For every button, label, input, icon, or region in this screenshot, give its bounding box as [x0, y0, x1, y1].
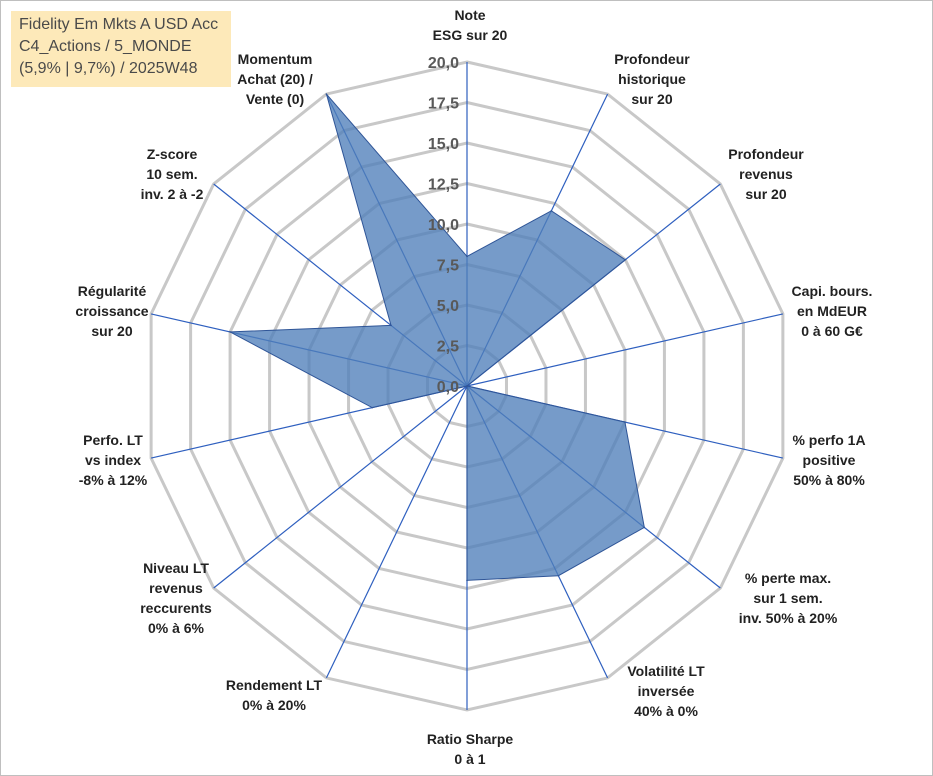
axis-label-0-line-1: ESG sur 20 — [433, 27, 508, 43]
axis-label-4-line-1: positive — [803, 452, 856, 468]
axis-label-4-line-2: 50% à 80% — [793, 472, 865, 488]
axis-label-13-line-1: Achat (20) / — [237, 71, 313, 87]
axis-label-12-line-0: Z-score — [147, 146, 198, 162]
data-point-0-5 — [643, 526, 646, 529]
tick-label-4: 10,0 — [428, 217, 459, 234]
axis-label-2: Profondeur revenus sur 20 — [728, 146, 804, 202]
data-point-0-7 — [466, 579, 468, 582]
axis-label-1: Profondeur historique sur 20 — [614, 51, 690, 107]
axis-label-12: Z-score 10 sem. inv. 2 à -2 — [141, 146, 204, 202]
data-point-0-2 — [624, 258, 627, 261]
axis-label-9-line-2: reccurents — [140, 600, 212, 616]
axis-spoke-8 — [325, 385, 468, 679]
axis-label-11: Régularité croissance sur 20 — [75, 283, 148, 339]
axis-label-1-line-2: sur 20 — [631, 91, 672, 107]
axis-label-3: Capi. bours. en MdEUR 0 à 60 G€ — [792, 283, 873, 339]
axis-label-7-line-0: Ratio Sharpe — [427, 731, 514, 747]
axis-spoke-9 — [213, 385, 468, 589]
axis-label-6-line-2: 40% à 0% — [634, 703, 698, 719]
fund-title-box: Fidelity Em Mkts A USD Acc C4_Actions / … — [11, 11, 231, 87]
axis-label-4-line-0: % perfo 1A — [792, 432, 865, 448]
axis-label-6-line-1: inversée — [638, 683, 695, 699]
tick-label-1: 2,5 — [437, 339, 459, 356]
axis-label-6-line-0: Volatilité LT — [627, 663, 705, 679]
axis-label-4: % perfo 1A positive 50% à 80% — [792, 432, 865, 488]
data-point-0-11 — [229, 331, 231, 333]
data-point-0-1 — [550, 210, 553, 212]
axis-label-9: Niveau LT revenus reccurents 0% à 6% — [140, 560, 212, 636]
axis-label-7-line-1: 0 à 1 — [454, 751, 485, 767]
axis-label-12-line-1: 10 sem. — [146, 166, 197, 182]
tick-label-0: 0,0 — [437, 379, 459, 396]
fund-performance-week: (5,9% | 9,7%) / 2025W48 — [19, 60, 198, 77]
axis-label-13: Momentum Achat (20) / Vente (0) — [237, 51, 313, 107]
axis-label-13-line-0: Momentum — [238, 51, 313, 67]
data-point-0-10 — [371, 406, 374, 409]
axis-label-10: Perfo. LT vs index -8% à 12% — [79, 432, 148, 488]
axis-label-5: % perte max. sur 1 sem. inv. 50% à 20% — [739, 570, 838, 626]
axis-label-11-line-2: sur 20 — [91, 323, 132, 339]
axis-label-8-line-1: 0% à 20% — [242, 697, 306, 713]
data-polygon-series-0 — [228, 93, 645, 581]
data-point-0-12 — [390, 324, 392, 327]
axis-label-0-line-0: Note — [454, 7, 485, 23]
axis-label-8: Rendement LT 0% à 20% — [226, 677, 323, 713]
fund-name: Fidelity Em Mkts A USD Acc — [19, 16, 219, 33]
tick-label-8: 20,0 — [428, 55, 459, 72]
tick-label-7: 17,5 — [428, 96, 459, 113]
axis-label-9-line-0: Niveau LT — [143, 560, 209, 576]
tick-label-5: 12,5 — [428, 177, 459, 194]
axis-label-10-line-1: vs index — [85, 452, 141, 468]
axis-label-9-line-1: revenus — [149, 580, 203, 596]
axis-label-3-line-1: en MdEUR — [797, 303, 867, 319]
axis-label-5-line-1: sur 1 sem. — [753, 590, 822, 606]
tick-label-3: 7,5 — [437, 258, 459, 275]
data-point-0-0 — [466, 255, 468, 258]
axis-label-10-line-2: -8% à 12% — [79, 472, 148, 488]
axis-label-11-line-1: croissance — [75, 303, 148, 319]
axis-label-10-line-0: Perfo. LT — [83, 432, 143, 448]
axis-label-2-line-2: sur 20 — [745, 186, 786, 202]
axis-label-8-line-0: Rendement LT — [226, 677, 323, 693]
axis-label-3-line-0: Capi. bours. — [792, 283, 873, 299]
axis-spoke-3 — [466, 313, 784, 387]
data-point-0-6 — [557, 574, 560, 577]
axis-label-1-line-1: historique — [618, 71, 686, 87]
axis-label-9-line-3: 0% à 6% — [148, 620, 205, 636]
tick-label-2: 5,0 — [437, 298, 459, 315]
axis-label-2-line-0: Profondeur — [728, 146, 804, 162]
data-point-0-9 — [466, 385, 468, 387]
axis-label-5-line-0: % perte max. — [745, 570, 831, 586]
fund-category: C4_Actions / 5_MONDE — [19, 38, 192, 55]
axis-label-2-line-1: revenus — [739, 166, 793, 182]
axis-label-12-line-2: inv. 2 à -2 — [141, 186, 204, 202]
axis-label-13-line-2: Vente (0) — [246, 91, 304, 107]
axis-label-0: Note ESG sur 20 — [433, 7, 508, 43]
tick-label-6: 15,0 — [428, 136, 459, 153]
axis-label-6: Volatilité LT inversée 40% à 0% — [627, 663, 705, 719]
data-point-0-4 — [624, 421, 626, 423]
axis-label-1-line-0: Profondeur — [614, 51, 690, 67]
data-point-0-13 — [325, 93, 328, 95]
axis-label-7: Ratio Sharpe 0 à 1 — [427, 731, 514, 767]
axis-label-11-line-0: Régularité — [78, 283, 147, 299]
axis-label-5-line-2: inv. 50% à 20% — [739, 610, 838, 626]
axis-label-3-line-2: 0 à 60 G€ — [801, 323, 863, 339]
